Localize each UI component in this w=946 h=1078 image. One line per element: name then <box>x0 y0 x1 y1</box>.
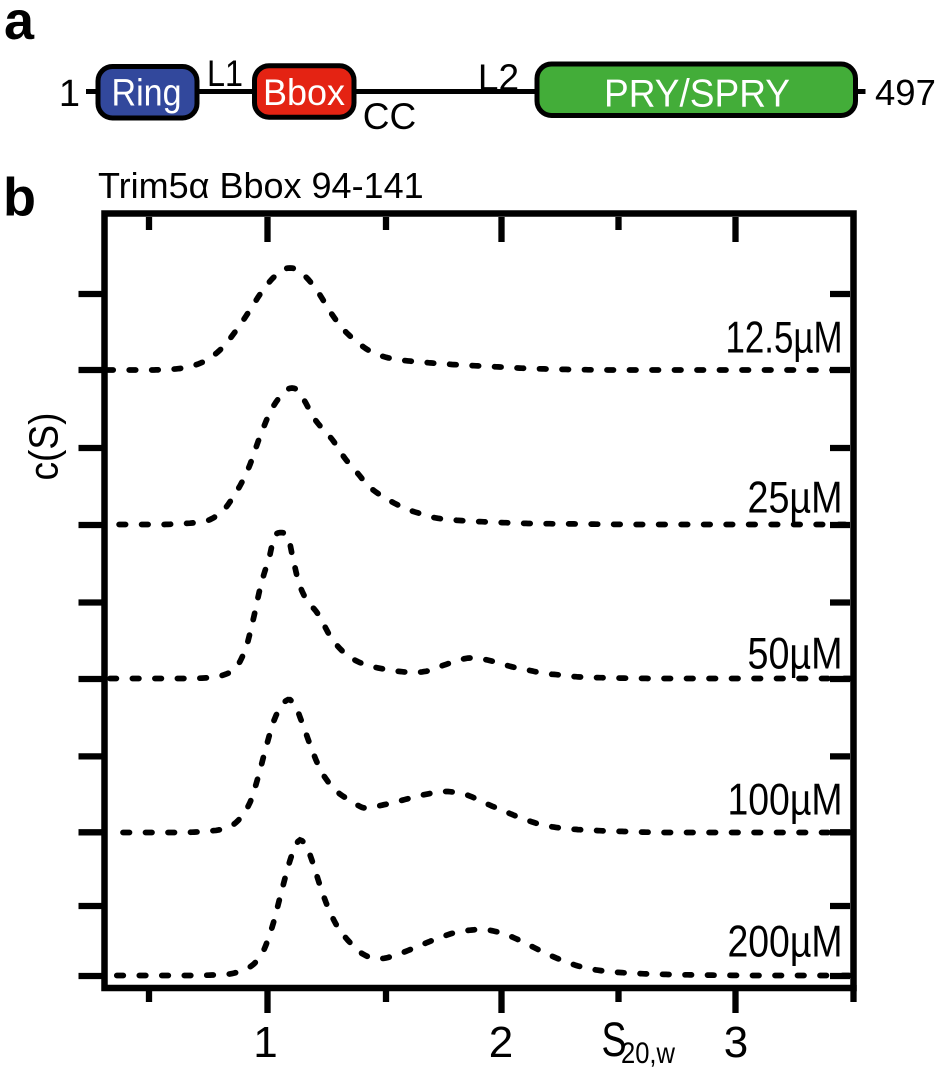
svg-text:Bbox: Bbox <box>263 71 345 113</box>
svg-text:25µM: 25µM <box>748 474 843 523</box>
svg-text:1: 1 <box>59 73 80 115</box>
svg-text:20,w: 20,w <box>621 1037 676 1070</box>
svg-text:c(S): c(S) <box>21 413 67 481</box>
svg-text:L2: L2 <box>478 57 519 98</box>
svg-text:497: 497 <box>875 72 936 113</box>
svg-text:b: b <box>3 168 36 228</box>
svg-text:PRY/SPRY: PRY/SPRY <box>604 73 790 116</box>
svg-text:Ring: Ring <box>112 72 182 114</box>
svg-text:S: S <box>602 1014 627 1067</box>
svg-text:50µM: 50µM <box>748 630 843 679</box>
svg-text:1: 1 <box>253 1018 277 1067</box>
svg-text:3: 3 <box>724 1018 748 1067</box>
svg-text:100µM: 100µM <box>728 776 843 825</box>
svg-text:2: 2 <box>489 1018 513 1067</box>
svg-text:L1: L1 <box>207 53 243 94</box>
svg-text:CC: CC <box>363 96 416 137</box>
svg-text:200µM: 200µM <box>728 918 843 967</box>
svg-text:a: a <box>4 0 35 51</box>
svg-text:12.5µM: 12.5µM <box>726 314 843 363</box>
svg-text:Trim5α Bbox 94-141: Trim5α Bbox 94-141 <box>98 165 424 206</box>
